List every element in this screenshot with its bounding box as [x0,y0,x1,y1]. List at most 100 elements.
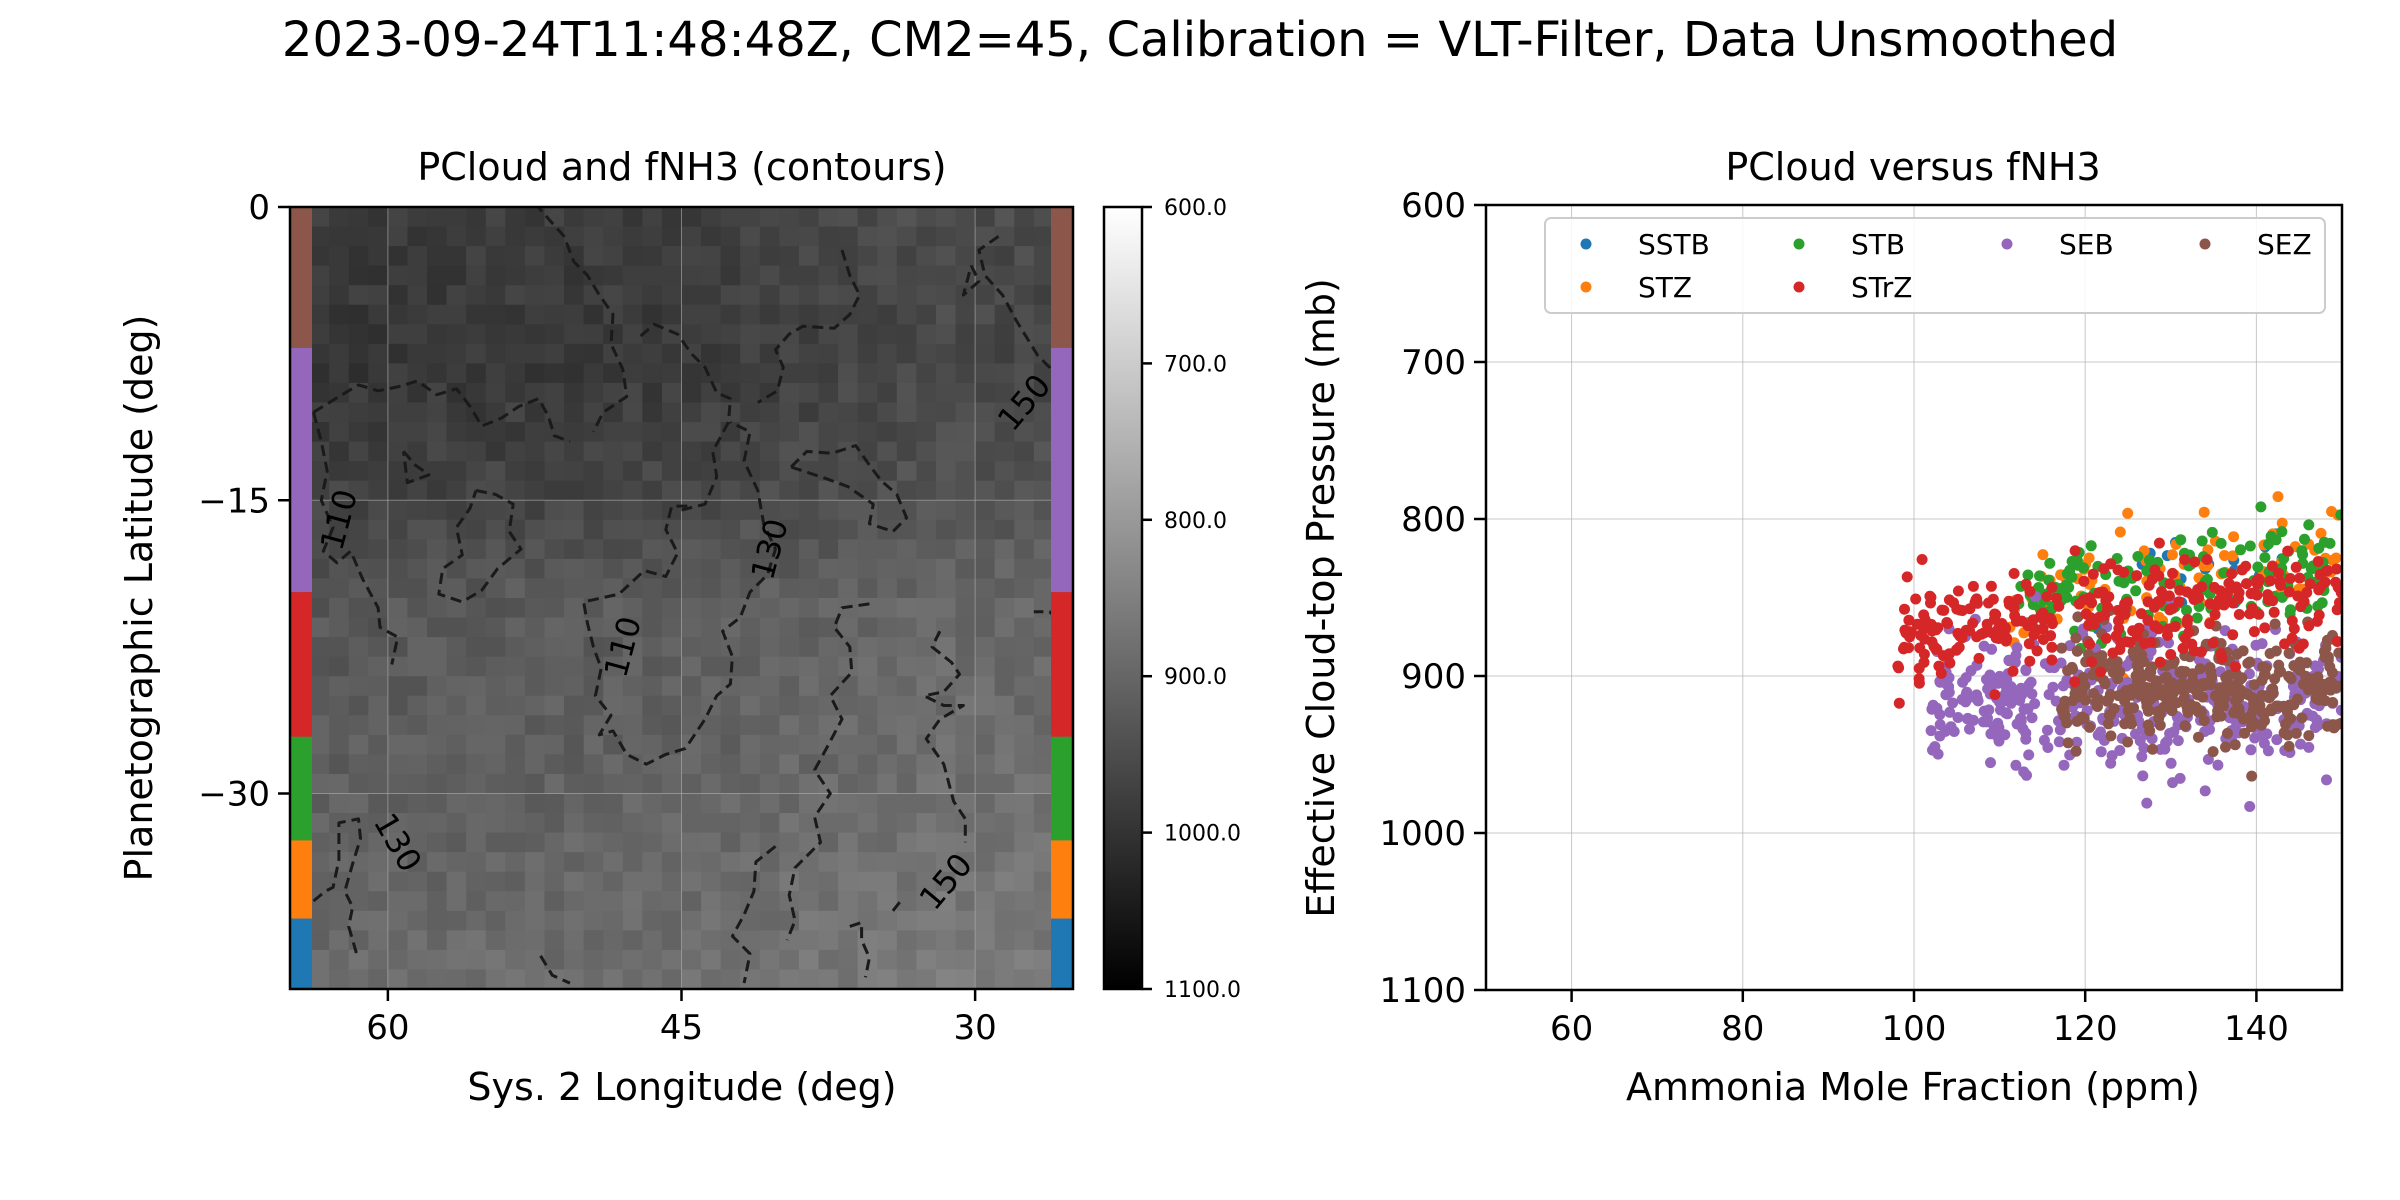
heatmap-cell [524,285,546,306]
heatmap-cell [348,246,369,267]
heatmap-cell [583,539,604,560]
heatmap-cell [1014,578,1035,599]
heatmap-cell [583,519,604,540]
scatter-point-seb [2167,777,2179,789]
scatter-y-tick-label: 1000 [1379,814,1466,854]
heatmap-cell [916,578,937,599]
heatmap-cell [485,773,506,795]
heatmap-cell [329,539,350,560]
heatmap-cell [446,226,467,247]
heatmap-cell [877,656,898,677]
heatmap-cell [975,343,996,364]
heatmap-cell [720,910,741,931]
heatmap-cell [720,441,741,462]
heatmap-cell [505,852,526,873]
heatmap-cell [701,773,722,795]
heatmap-cell [935,422,957,443]
heatmap-cell [348,500,369,521]
heatmap-cell [387,422,409,443]
heatmap-cell [935,343,957,364]
heatmap-cell [368,207,389,228]
scatter-point-strz [2253,574,2265,586]
heatmap-cell [838,891,859,912]
heatmap-cell [407,226,428,247]
heatmap-cell [387,949,409,971]
heatmap-cell [348,578,369,599]
heatmap-cell [309,695,330,716]
heatmap-cell [603,558,624,580]
scatter-point-sez [2142,719,2154,731]
scatter-point-stz [2326,506,2337,517]
scatter-point-strz [1971,597,1983,609]
heatmap-cell [661,715,683,736]
heatmap-cell [564,852,585,873]
heatmap-cell [975,715,996,736]
heatmap-cell [935,304,957,325]
heatmap-cell [877,598,898,619]
heatmap-cell [661,734,683,755]
scatter-point-sez [2303,730,2315,742]
heatmap-cell [779,461,800,482]
heatmap-cell [466,715,487,736]
heatmap-cell [798,461,820,482]
heatmap-cell [779,969,800,989]
heatmap-cell [1033,637,1055,658]
heatmap-cell [1033,343,1055,364]
heatmap-cell [857,793,878,814]
heatmap-cell [642,715,663,736]
heatmap-cell [446,715,467,736]
heatmap-cell [603,265,624,286]
heatmap-cell [446,422,467,443]
scatter-point-strz [2069,676,2081,688]
scatter-point-stb [2215,537,2227,549]
heatmap-cell [935,285,957,306]
heatmap-cell [759,207,780,228]
heatmap-cell [524,715,546,736]
heatmap-cell [955,246,976,267]
band-strip-left [290,207,312,348]
scatter-x-tick-label: 140 [2224,1009,2289,1049]
heatmap-cell [348,441,369,462]
heatmap-cell [387,695,409,716]
heatmap-cell [544,852,565,873]
scatter-point-strz [2046,654,2058,666]
heatmap-cell [466,871,487,892]
band-strip-right [1051,347,1073,593]
scatter-point-seb [1977,716,1989,728]
scatter-point-strz [1960,624,1972,636]
heatmap-cell [427,539,448,560]
heatmap-cell [466,461,487,482]
scatter-point-strz [2149,620,2161,632]
heatmap-cell [427,695,448,716]
scatter-point-strz [2334,597,2342,609]
heatmap-cell [1033,715,1055,736]
heatmap-cell [329,324,350,345]
heatmap-cell [935,734,957,755]
heatmap-cell [642,382,663,404]
scatter-point-strz [2208,581,2220,593]
heatmap-cell [798,969,820,989]
heatmap-cell [485,832,506,853]
heatmap-cell [955,402,976,423]
heatmap-cell [544,695,565,716]
heatmap-cell [896,441,917,462]
heatmap-cell [916,441,937,462]
heatmap-cell [661,910,683,931]
heatmap-cell [877,773,898,795]
heatmap-cell [916,285,937,306]
heatmap-cell [564,285,585,306]
heatmap-cell [935,910,957,931]
heatmap-cell [544,324,565,345]
heatmap-cell [309,871,330,892]
heatmap-cell [838,519,859,540]
scatter-point-strz [2195,646,2207,658]
heatmap-cell [701,637,722,658]
heatmap-cell [994,930,1015,951]
heatmap-cell [975,500,996,521]
heatmap-cell [505,480,526,501]
scatter-point-sez [2301,657,2313,669]
heatmap-cell [798,519,820,540]
heatmap-cell [896,500,917,521]
heatmap-cell [818,930,839,951]
heatmap-cell [446,441,467,462]
